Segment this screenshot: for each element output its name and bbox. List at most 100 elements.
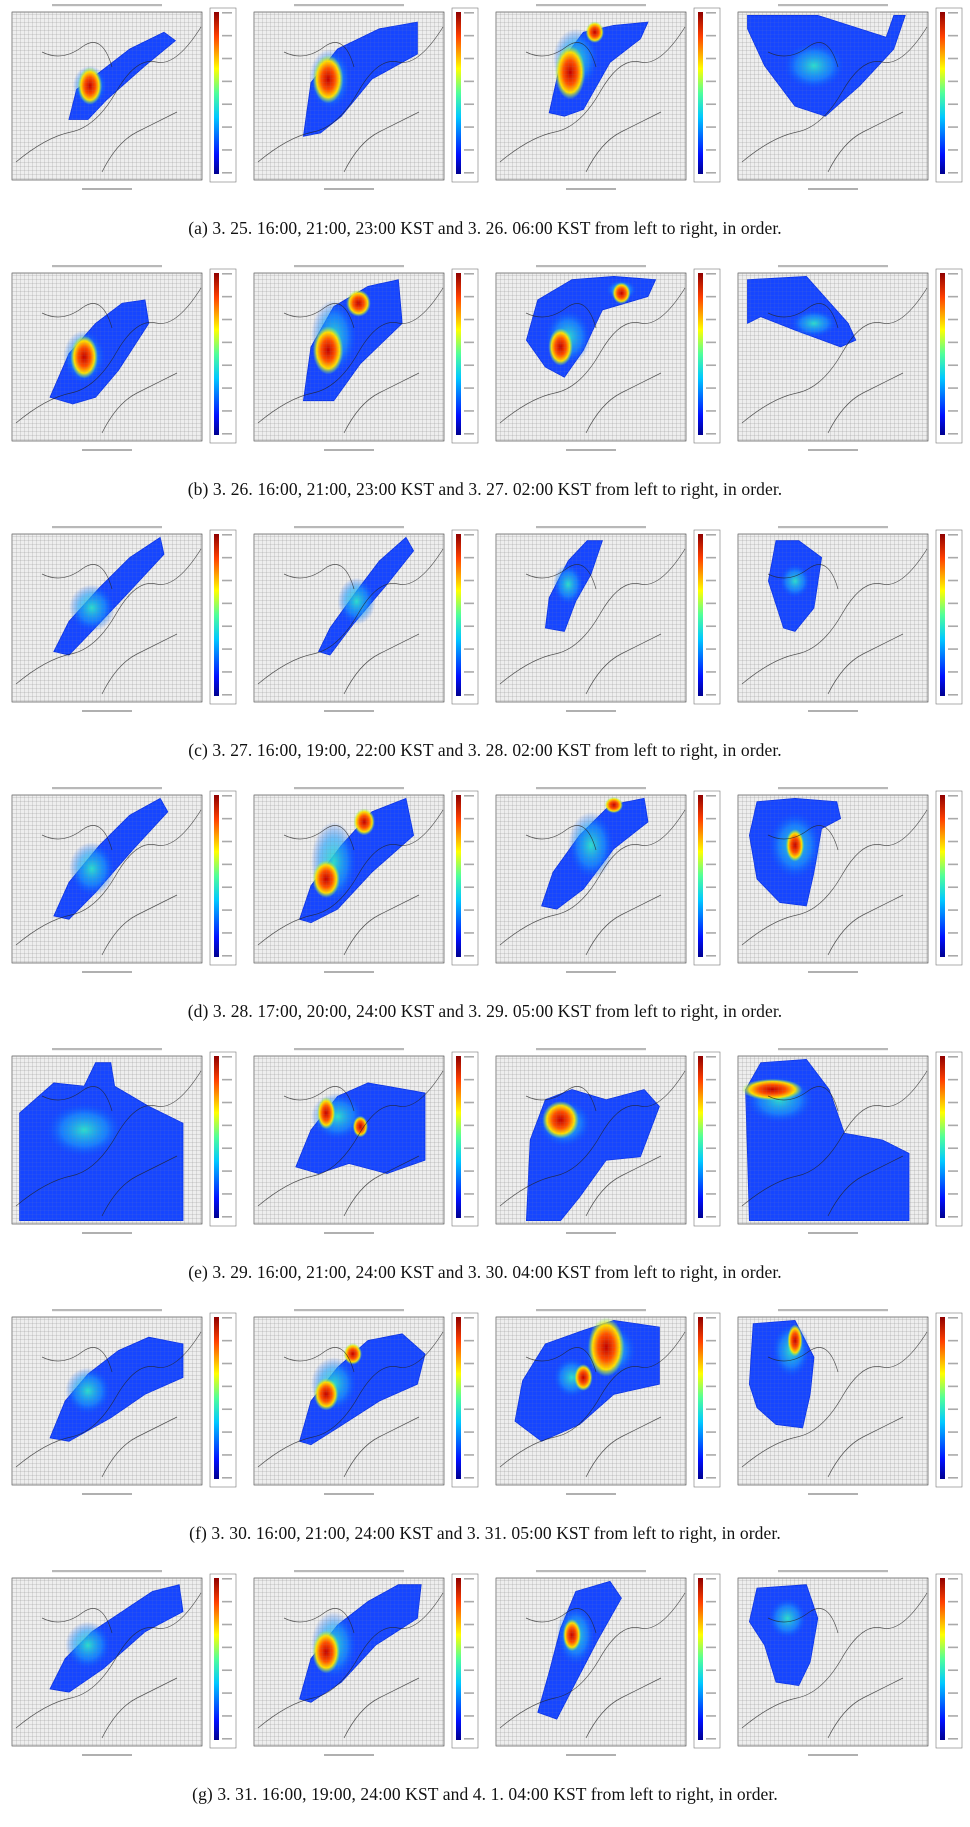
colorbar-tick: [222, 909, 232, 911]
map-boundary-lines: [15, 1070, 202, 1217]
colorbar-tick: [948, 1339, 958, 1342]
colorbar-tick: [222, 1477, 232, 1479]
colorbar-tick: [948, 1147, 958, 1150]
colorbar-tick: [948, 1078, 958, 1081]
map-title: [52, 526, 162, 529]
map-boundary-lines: [499, 1592, 686, 1739]
figure-caption: (a) 3. 25. 16:00, 21:00, 23:00 KST and 3…: [188, 218, 782, 238]
concentration-map: [737, 787, 963, 973]
colorbar-tick: [948, 556, 958, 559]
map-time-label: [82, 1232, 132, 1234]
concentration-map-panel: [488, 1046, 728, 1244]
colorbar-tick: [222, 602, 232, 605]
concentration-map: [495, 265, 721, 451]
colorbar-tick: [948, 1578, 958, 1580]
colorbar: [698, 1056, 703, 1218]
concentration-map: [737, 1309, 963, 1495]
concentration-map-panel: [488, 263, 728, 461]
colorbar-tick: [222, 1101, 232, 1104]
colorbar-tick: [948, 273, 958, 275]
colorbar-tick: [706, 1646, 716, 1649]
concentration-map: [737, 1570, 963, 1756]
colorbar-tick: [948, 863, 958, 866]
colorbar-tick: [464, 1147, 474, 1150]
colorbar-tick: [948, 955, 958, 957]
concentration-map: [11, 4, 237, 190]
concentration-map: [495, 4, 721, 190]
colorbar-tick: [222, 1193, 232, 1195]
colorbar: [940, 534, 945, 696]
colorbar-tick: [706, 694, 716, 696]
colorbar-tick: [948, 534, 958, 536]
colorbar-tick: [464, 273, 474, 275]
colorbar-tick: [464, 57, 474, 60]
colorbar-tick: [948, 1193, 958, 1195]
colorbar-tick: [464, 34, 474, 37]
concentration-map-panel: [4, 524, 244, 722]
concentration-map-panel: [4, 2, 244, 200]
colorbar-tick: [464, 1692, 474, 1694]
map-title: [778, 787, 888, 790]
colorbar-tick: [706, 126, 716, 128]
map-boundary-lines: [741, 1592, 928, 1739]
colorbar-tick: [948, 1408, 958, 1411]
colorbar-tick: [948, 1216, 958, 1218]
colorbar-tick: [706, 1317, 716, 1319]
map-boundary-lines: [257, 548, 444, 695]
colorbar-frame: [693, 7, 721, 183]
map-time-label: [324, 449, 374, 451]
colorbar-tick: [464, 1362, 474, 1365]
map-title: [536, 1048, 646, 1051]
colorbar-tick: [222, 103, 232, 106]
concentration-map: [11, 787, 237, 973]
colorbar-tick: [222, 364, 232, 367]
concentration-map-panel: [730, 1307, 970, 1505]
map-boundary-lines: [741, 1070, 928, 1217]
colorbar-tick: [222, 57, 232, 60]
colorbar-frame: [693, 529, 721, 705]
colorbar-tick: [948, 34, 958, 37]
colorbar-tick: [222, 1669, 232, 1672]
concentration-map-panel: [488, 524, 728, 722]
colorbar-tick: [464, 671, 474, 673]
concentration-map-panel: [730, 1046, 970, 1244]
map-time-label: [566, 188, 616, 190]
figure-caption: (e) 3. 29. 16:00, 21:00, 24:00 KST and 3…: [188, 1262, 782, 1282]
colorbar-tick: [464, 295, 474, 298]
concentration-map: [495, 1309, 721, 1495]
colorbar-tick: [706, 602, 716, 605]
colorbar-frame: [451, 1051, 479, 1227]
colorbar-tick: [464, 1056, 474, 1058]
colorbar-frame: [693, 1051, 721, 1227]
colorbar: [456, 273, 461, 435]
concentration-map-panel: [730, 524, 970, 722]
colorbar-tick: [222, 694, 232, 696]
colorbar-tick: [222, 1431, 232, 1433]
colorbar: [698, 1578, 703, 1740]
colorbar-frame: [209, 268, 237, 444]
colorbar-tick: [948, 1124, 958, 1127]
colorbar-frame: [451, 7, 479, 183]
map-title: [778, 526, 888, 529]
colorbar-tick: [464, 149, 474, 151]
colorbar-tick: [464, 318, 474, 321]
concentration-map: [495, 1570, 721, 1756]
colorbar: [698, 534, 703, 696]
colorbar-tick: [464, 694, 474, 696]
colorbar-tick: [706, 1715, 716, 1717]
colorbar-tick: [706, 433, 716, 435]
colorbar-tick: [464, 1339, 474, 1342]
colorbar-tick: [222, 410, 232, 412]
map-time-label: [808, 449, 858, 451]
colorbar-tick: [222, 172, 232, 174]
colorbar-tick: [706, 955, 716, 957]
colorbar-tick: [706, 1056, 716, 1058]
map-time-label: [808, 1754, 858, 1756]
colorbar-tick: [222, 579, 232, 582]
colorbar-tick: [464, 1101, 474, 1104]
colorbar-tick: [706, 364, 716, 367]
figure-row: (d) 3. 28. 17:00, 20:00, 24:00 KST and 3…: [0, 783, 970, 1044]
colorbar-tick: [706, 273, 716, 275]
colorbar-tick: [948, 1385, 958, 1388]
colorbar-tick: [706, 80, 716, 83]
